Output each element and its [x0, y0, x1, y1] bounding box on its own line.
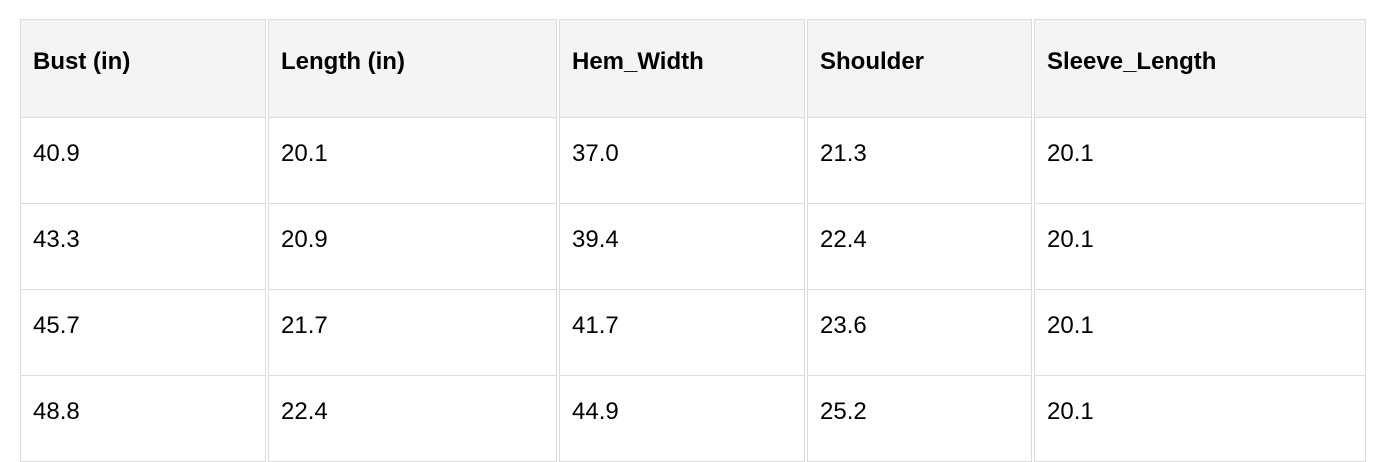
cell: 41.7 — [559, 290, 805, 376]
table-row: 43.3 20.9 39.4 22.4 20.1 — [20, 204, 1366, 290]
column-header-sleeve-length: Sleeve_Length — [1034, 19, 1366, 118]
table-row: 45.7 21.7 41.7 23.6 20.1 — [20, 290, 1366, 376]
cell: 22.4 — [807, 204, 1032, 290]
cell: 37.0 — [559, 118, 805, 204]
size-table: Bust (in) Length (in) Hem_Width Shoulder… — [18, 19, 1368, 462]
cell: 45.7 — [20, 290, 266, 376]
cell: 40.9 — [20, 118, 266, 204]
table-row: 48.8 22.4 44.9 25.2 20.1 — [20, 376, 1366, 462]
column-header-length: Length (in) — [268, 19, 557, 118]
column-header-hem-width: Hem_Width — [559, 19, 805, 118]
header-row: Bust (in) Length (in) Hem_Width Shoulder… — [20, 19, 1366, 118]
cell: 22.4 — [268, 376, 557, 462]
cell: 43.3 — [20, 204, 266, 290]
cell: 44.9 — [559, 376, 805, 462]
cell: 21.7 — [268, 290, 557, 376]
cell: 23.6 — [807, 290, 1032, 376]
column-header-shoulder: Shoulder — [807, 19, 1032, 118]
cell: 20.1 — [1034, 290, 1366, 376]
cell: 25.2 — [807, 376, 1032, 462]
cell: 21.3 — [807, 118, 1032, 204]
table-row: 40.9 20.1 37.0 21.3 20.1 — [20, 118, 1366, 204]
cell: 20.1 — [1034, 118, 1366, 204]
column-header-bust: Bust (in) — [20, 19, 266, 118]
cell: 20.1 — [1034, 376, 1366, 462]
cell: 39.4 — [559, 204, 805, 290]
cell: 20.9 — [268, 204, 557, 290]
cell: 48.8 — [20, 376, 266, 462]
cell: 20.1 — [1034, 204, 1366, 290]
cell: 20.1 — [268, 118, 557, 204]
